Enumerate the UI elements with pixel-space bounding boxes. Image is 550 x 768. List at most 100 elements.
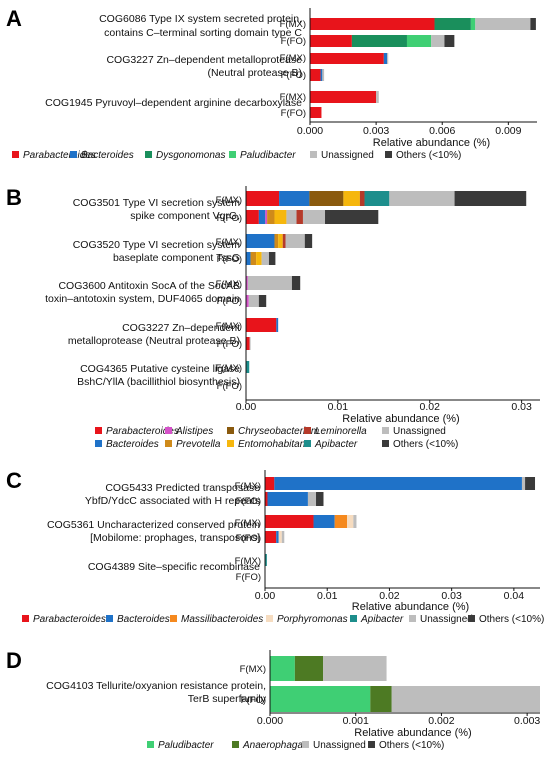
row-label: F(FO) [217,254,242,265]
bar-segment-bacteroides [246,234,275,248]
row-label: F(FO) [217,381,242,392]
row-label: F(FO) [236,533,261,544]
row-label: F(MX) [216,195,242,206]
legend-label: Others (<10%) [379,740,444,751]
cog-label: contains C–terminal sorting domain type … [104,27,302,39]
cog-label: TerB superfamily [188,693,267,705]
bar-segment-chryseobacterium [309,191,344,206]
bar-segment-prevotella [267,210,275,224]
legend-swatch [22,615,29,622]
legend-label: Unassigned [420,614,473,625]
cog-label: baseplate component TssG [113,252,240,264]
bar-segment-bacteroides [320,69,323,81]
row-label: F(FO) [241,695,266,706]
row-label: F(MX) [235,518,261,529]
legend-swatch [95,427,102,434]
legend-swatch [12,151,19,158]
bar-segment-others [316,492,324,506]
x-tick-label: 0.000 [297,125,323,137]
cog-label: (Neutral protease B) [207,67,302,79]
legend: Paludibacter Anaerophaga Unassigned Others … [147,740,444,751]
bar-segment-bacteroides [279,191,310,206]
row-label: F(MX) [235,481,261,492]
bar-segment-leminorella [296,210,303,224]
panel-a: A COG6086 Type IX system secreted protein… [6,6,537,161]
bar-segment-unassigned [323,656,387,681]
bar-segment-prevotella [250,252,257,265]
cog-label: toxin–antotoxin system, DUF4065 domain [45,293,240,305]
legend-swatch [70,151,77,158]
row-label: F(MX) [216,279,242,290]
x-tick-label: 0.03 [441,590,462,602]
cog-label: COG3501 Type VI secretion system [73,197,241,209]
cog-label: COG1945 Pyruvoyl–dependent arginine deca… [45,97,302,109]
bar-segment-unassigned [285,234,305,248]
row-label: F(MX) [216,237,242,248]
row-label: F(FO) [217,296,242,307]
cog-label: BshC/YllA (bacillithiol biosynthesis) [77,376,240,388]
cog-label: COG5361 Uncharacterized conserved protei… [47,519,260,531]
bar-segment-unassigned [521,477,526,490]
bar-segment-others [525,477,536,490]
bar-segment-parabacteroides [246,191,280,206]
legend-label: Apibacter [360,614,404,625]
legend-swatch [266,615,273,622]
bar-segment-others [268,252,276,265]
legend-swatch [106,615,113,622]
cog-label: COG4365 Putative cysteine ligase [80,363,240,375]
legend-label: Bacteroides [81,150,134,161]
x-tick-label: 0.01 [317,590,338,602]
bar-segment-anaerophaga [294,656,324,681]
legend-label: Leminorella [315,426,367,437]
x-tick-label: 0.02 [379,590,400,602]
legend-label: Others (<10%) [393,439,458,450]
row-label: F(FO) [281,36,306,47]
x-tick-label: 0.002 [428,715,454,727]
bar-segment-parabacteroides [265,492,268,506]
legend-label: Parabacteroides [33,614,106,625]
bar-segment-entomohabitans [256,252,262,265]
legend-label: Others (<10%) [479,614,544,625]
panel-d: D COG4103 Tellurite/oxyanion resistance p… [6,648,540,751]
x-tick-label: 0.00 [255,590,276,602]
legend-label: Unassigned [393,426,446,437]
legend-label: Entomohabitans [238,439,310,450]
x-tick-label: 0.000 [257,715,283,727]
x-tick-label: 0.003 [363,125,389,137]
cog-label: COG3227 Zn–dependent metalloprotease [106,54,302,66]
bar-segment-bacteroides [274,477,522,490]
bar-segment-unassigned [376,91,379,103]
legend-label: Dysgonomonas [156,150,225,161]
bar-segment-leminorella [282,234,286,248]
legend-label: Others (<10%) [396,150,461,161]
x-tick-label: 0.001 [343,715,369,727]
legend-swatch [165,440,172,447]
cog-label: COG4389 Site–specific recombinase [88,561,260,573]
bar-segment-parabacteroides [246,337,250,350]
cog-label: COG3227 Zn–dependent [122,322,240,334]
bar-segment-bacteroides [313,515,335,528]
x-tick-label: 0.03 [511,401,532,413]
row-label: F(MX) [216,363,242,374]
legend-swatch [229,151,236,158]
legend-label: Apibacter [314,439,358,450]
legend-swatch [147,741,154,748]
bar-segment-parabacteroides [265,531,277,543]
bar-segment-parabacteroides [246,210,259,224]
bar-segment-unassigned [249,337,251,350]
row-label: F(MX) [235,556,261,567]
legend: Parabacteroides Bacteroides Massilibactero… [22,614,544,625]
legend-label: Prevotella [176,439,221,450]
bar-segment-paludibacter [270,656,295,681]
bar-segment-parabacteroides [246,318,277,332]
cog-label: COG3600 Antitoxin SocA of the SocAB [58,280,240,292]
bar-segment-unassigned [431,35,445,47]
bar-segment-unassigned [286,210,297,224]
bar-segment-massilibacteroides [334,515,348,528]
legend-label: Chryseobacterium [238,426,319,437]
bar-segment-parabacteroides [310,18,435,30]
legend-swatch [165,427,172,434]
bar-segment-others [304,234,313,248]
bar-segment-parabacteroides [265,477,275,490]
bar-segment-others [291,276,301,290]
